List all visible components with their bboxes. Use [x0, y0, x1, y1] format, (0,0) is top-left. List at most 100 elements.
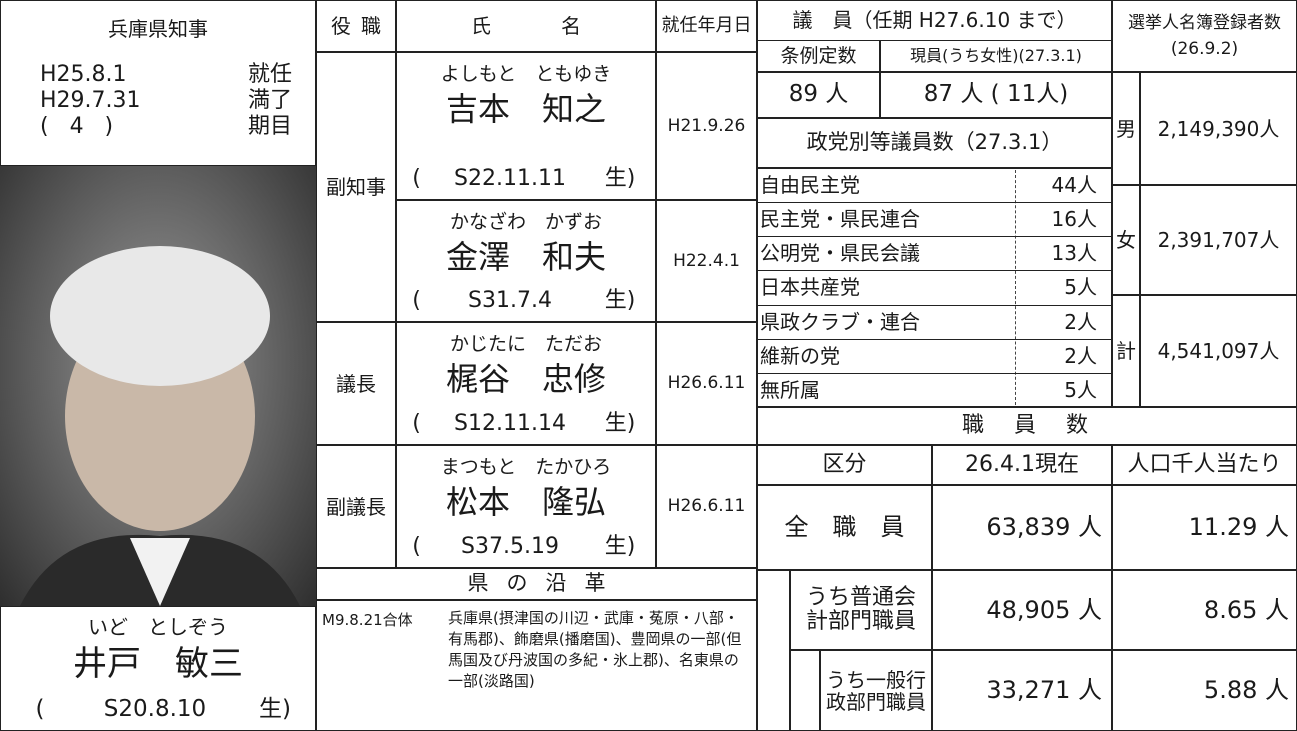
party-name: 県政クラブ・連合 — [760, 309, 920, 334]
birth: 生) — [604, 533, 636, 559]
header: 氏名 — [471, 14, 651, 38]
row-line — [757, 338, 1112, 340]
party-count: 13人 — [1051, 241, 1097, 266]
staff-label: 全 職 員 — [784, 513, 905, 542]
voters-date: (26.9.2) — [1170, 38, 1239, 59]
staff-ratio: 11.29 人 — [1188, 513, 1289, 542]
name-cell — [396, 200, 656, 322]
date-cell — [656, 200, 757, 322]
term-date: ( 4 ) — [40, 113, 114, 139]
row-line — [757, 304, 1112, 306]
voters-title: 選挙人名簿登録者数 — [1128, 12, 1281, 33]
indent-cell — [757, 570, 790, 731]
birth: S37.5.19 — [461, 533, 559, 559]
governor-name: 井戸 敏三 — [73, 644, 243, 685]
cell — [790, 570, 932, 650]
cell — [757, 485, 932, 570]
birth: S31.7.4 — [468, 287, 552, 313]
birth: ( — [35, 696, 45, 723]
header-cell — [757, 445, 932, 485]
officer-name: 梶谷 忠修 — [445, 360, 606, 399]
party-title: 政党別等議員数（27.3.1） — [806, 130, 1063, 155]
row-line — [757, 202, 1112, 204]
governor-title: 兵庫県知事 — [108, 17, 208, 41]
birth: ( — [412, 410, 421, 436]
cell — [1112, 72, 1140, 185]
party-box — [757, 168, 1112, 407]
term-date: H29.7.31 — [40, 87, 141, 113]
hair — [50, 246, 270, 386]
photo-figure — [20, 246, 300, 606]
cell — [880, 40, 1112, 72]
name-cell — [396, 322, 656, 445]
birth: S20.8.10 — [103, 696, 207, 723]
birth: S12.11.14 — [454, 410, 566, 436]
term-date: H25.8.1 — [40, 61, 127, 87]
cell — [1112, 295, 1140, 407]
label: 現員(うち女性)(27.3.1) — [910, 46, 1082, 66]
staff-ratio: 8.65 人 — [1203, 595, 1289, 624]
role: 議長 — [336, 371, 376, 396]
birth: 生) — [259, 696, 291, 723]
furigana: まつもと たかひろ — [440, 455, 612, 478]
history-title: 県の沿革 — [467, 571, 624, 596]
birth: ( — [412, 287, 421, 313]
party-name: 日本共産党 — [760, 275, 860, 300]
role-cell — [316, 445, 396, 568]
sex-label: 男 — [1116, 116, 1136, 141]
sex-label: 女 — [1116, 228, 1136, 252]
party-name: 維新の党 — [760, 343, 840, 368]
appointed-date: H26.6.11 — [667, 496, 746, 517]
date-cell — [656, 52, 757, 200]
staff-count: 48,905 人 — [986, 595, 1102, 624]
header: 区分 — [822, 451, 867, 477]
birth: ( — [412, 165, 421, 191]
term-label: 就任 — [247, 61, 292, 87]
furigana: かなざわ かずお — [449, 210, 602, 233]
divider — [1015, 170, 1016, 405]
party-name: 民主党・県民連合 — [760, 207, 920, 232]
cell — [1112, 185, 1140, 295]
role-cell — [316, 52, 396, 322]
birth: 生) — [604, 165, 636, 191]
staff-ratio: 5.88 人 — [1203, 676, 1289, 705]
party-count: 44人 — [1051, 173, 1097, 198]
indent-cell — [790, 650, 820, 731]
appointed-date: H22.4.1 — [673, 250, 740, 271]
officer-name: 松本 隆弘 — [445, 483, 606, 522]
officer-name: 金澤 和夫 — [445, 238, 606, 277]
header: 就任年月日 — [661, 15, 752, 37]
furigana: よしもと ともゆき — [440, 62, 612, 85]
name-cell — [396, 52, 656, 200]
party-name: 自由民主党 — [760, 173, 860, 198]
term-label: 満了 — [247, 87, 292, 113]
history-text: 兵庫県(摂津国の川辺・武庫・菟原・八部・有馬郡)、飾磨県(播磨国)、豊岡県の一部… — [448, 609, 742, 690]
party-name: 公明党・県民会議 — [760, 241, 920, 266]
council-title: 議 員（任期 H27.6.10 まで） — [792, 8, 1077, 32]
party-name: 無所属 — [760, 377, 820, 402]
header: 26.4.1現在 — [965, 451, 1079, 477]
governor-photo — [0, 166, 316, 606]
date-cell — [656, 445, 757, 568]
birth: 生) — [604, 287, 636, 313]
party-count: 16人 — [1051, 207, 1097, 232]
header-cell — [932, 445, 1112, 485]
party-count: 2人 — [1064, 309, 1097, 334]
staff-title: 職 員 数 — [961, 412, 1092, 438]
row-line — [757, 372, 1112, 374]
row-line — [757, 270, 1112, 272]
role: 副知事 — [326, 175, 386, 199]
sex-label: 計 — [1116, 339, 1136, 363]
cell — [757, 72, 880, 118]
header-cell — [316, 0, 396, 52]
cell — [932, 485, 1112, 570]
label: 条例定数 — [780, 44, 857, 67]
history-header — [316, 568, 757, 600]
governor-box — [0, 0, 316, 166]
voter-count: 2,391,707人 — [1157, 228, 1280, 252]
history-date: M9.8.21合体 — [322, 610, 413, 629]
header: 役職 — [331, 14, 391, 38]
furigana: いど としぞう — [88, 615, 228, 639]
appointed-date: H21.9.26 — [667, 115, 746, 136]
party-count: 5人 — [1064, 377, 1097, 402]
